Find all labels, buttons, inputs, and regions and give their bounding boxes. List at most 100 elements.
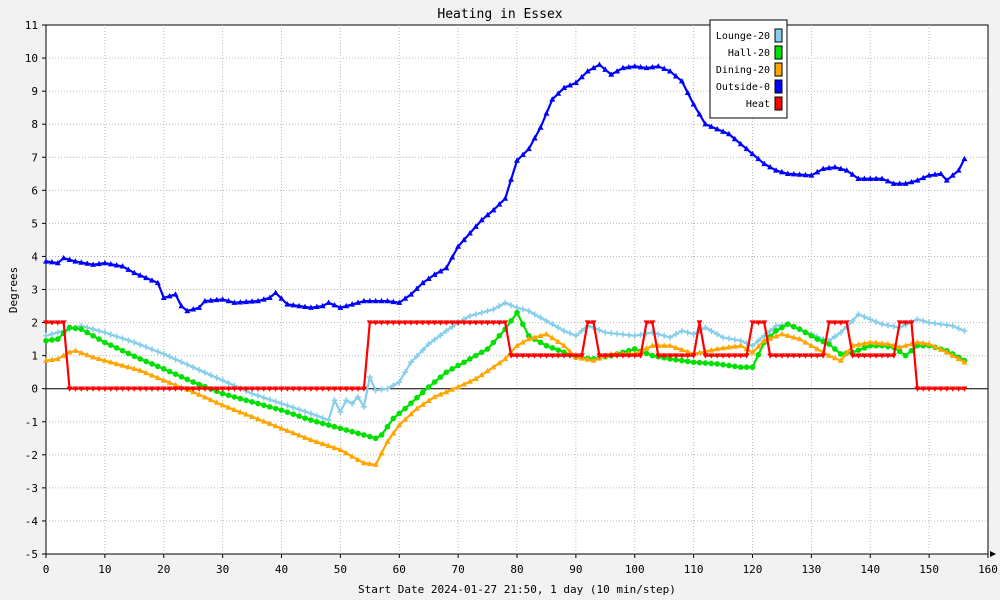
heat-point [472,320,479,326]
heat-point [131,386,138,392]
heat-point [331,386,338,392]
dining-20-point [266,420,273,426]
dining-20-point [837,357,844,363]
hall-20-point [278,407,285,413]
hall-20-point [726,362,732,369]
heat-point [48,320,55,326]
lounge-20-point [684,329,691,336]
heat-point [619,353,626,359]
y-tick-label: 10 [25,52,38,65]
hall-20-point [467,356,473,362]
dining-20-point [531,334,538,340]
dining-20-point [172,381,179,388]
hall-20-point [555,347,562,353]
outside-0-point [596,61,603,67]
lounge-20-point [920,317,927,324]
dining-20-point [920,340,927,346]
dining-20-point [272,422,279,429]
outside-0-point [266,294,273,300]
outside-0-point [873,175,880,181]
outside-0-point [543,110,550,116]
outside-0-point [678,78,685,84]
dining-20-point [237,408,244,415]
dining-20-point [84,351,91,358]
dining-20-point [201,394,208,400]
y-tick-label: -5 [25,548,38,561]
hall-20-point [543,342,550,349]
lounge-20-point [296,406,303,413]
hall-20-point [643,350,650,357]
outside-0-point [961,155,968,162]
dining-20-point [826,352,833,358]
outside-0-point [84,260,91,266]
heat-point [284,386,291,392]
heat-point [690,353,697,359]
heat-point [148,386,155,392]
heat-point [743,353,750,359]
dining-20-point [643,345,650,351]
hall-20-point [131,353,138,359]
outside-0-point [260,296,267,302]
dining-20-point [773,333,780,339]
heat-point [596,353,603,359]
dining-20-point [879,340,886,346]
hall-20-point [855,347,862,353]
heat-point [366,320,373,326]
hall-20-point [361,432,367,438]
lounge-20-point [207,372,214,379]
heat-point [290,386,297,392]
dining-20-point [243,411,250,417]
hall-20-point [838,351,844,357]
heat-point [755,320,762,326]
hall-20-point [478,349,485,356]
x-tick-label: 90 [569,563,582,576]
lounge-20-point [672,331,679,338]
heat-point [696,320,703,326]
hall-20-point [749,364,756,370]
outside-0-point [820,165,827,172]
hall-20-point [219,390,226,397]
x-tick-label: 0 [43,563,50,576]
lounge-20-point [943,322,950,329]
heat-point [890,353,897,359]
hall-20-point [520,321,526,328]
dining-20-point [561,342,568,348]
outside-0-point [154,279,161,286]
outside-0-point [808,172,815,178]
heat-point [95,386,102,392]
heat-point [378,320,385,326]
hall-20-point [266,404,273,410]
heat-point [437,320,444,326]
hall-20-point [225,392,232,399]
outside-0-point [396,299,403,305]
outside-0-point [313,303,320,310]
hall-20-point [125,350,132,357]
outside-0-point [725,130,732,137]
outside-0-point [761,160,768,167]
dining-20-point [302,434,309,440]
heat-point [302,386,309,392]
x-tick-label: 140 [860,563,880,576]
outside-0-point [472,223,479,229]
dining-20-point [749,349,756,355]
lounge-20-point [873,318,880,325]
heat-point [702,353,709,359]
dining-20-point [449,386,456,392]
hall-20-point [808,332,815,339]
heat-point [684,353,691,359]
outside-0-point [160,294,167,300]
outside-0-point [148,277,155,283]
outside-0-point [48,259,55,265]
dining-20-point [861,340,868,346]
lounge-20-point [884,322,891,329]
heat-point [478,320,485,326]
lounge-20-point [725,335,732,342]
heat-point [943,386,950,392]
outside-0-point [213,296,220,303]
heat-point [484,320,491,326]
heat-point [902,320,909,326]
lounge-20-point [731,336,738,343]
lounge-20-point [360,403,367,410]
dining-20-point [360,459,367,466]
heat-point [266,386,273,392]
